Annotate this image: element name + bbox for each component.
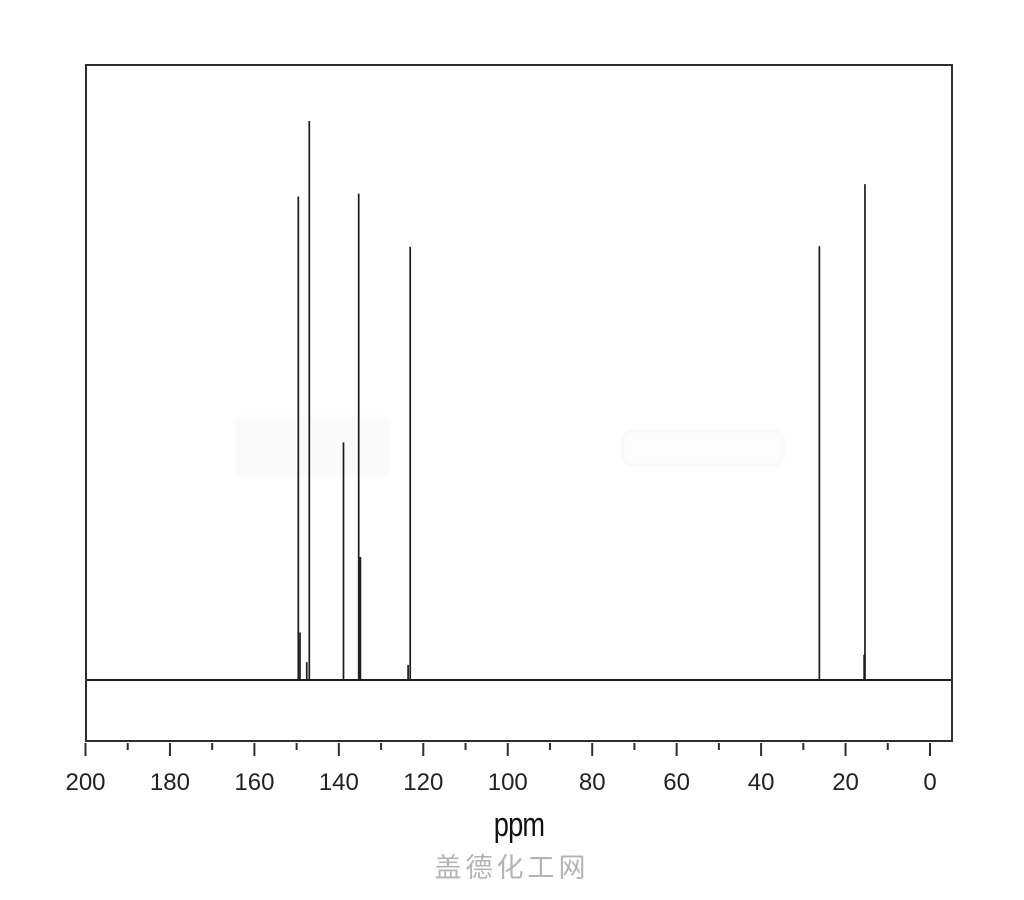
x-axis-tick-label: 80 xyxy=(579,769,606,796)
x-axis-tick-label: 120 xyxy=(403,769,443,796)
x-axis-tick-label: 200 xyxy=(65,769,105,796)
x-axis-tick-label: 40 xyxy=(748,769,775,796)
x-axis-title: ppm xyxy=(493,806,545,844)
x-axis-tick-label: 0 xyxy=(923,769,936,796)
x-axis-tick-label: 140 xyxy=(319,769,359,796)
x-axis-tick-label: 20 xyxy=(832,769,859,796)
x-axis-tick-label: 100 xyxy=(488,769,528,796)
site-watermark: 盖德化工网 xyxy=(434,853,590,883)
plot-frame xyxy=(85,64,953,742)
x-axis-tick-label: 160 xyxy=(234,769,274,796)
x-axis-tick-label: 180 xyxy=(150,769,190,796)
x-axis-tick-label: 60 xyxy=(663,769,690,796)
